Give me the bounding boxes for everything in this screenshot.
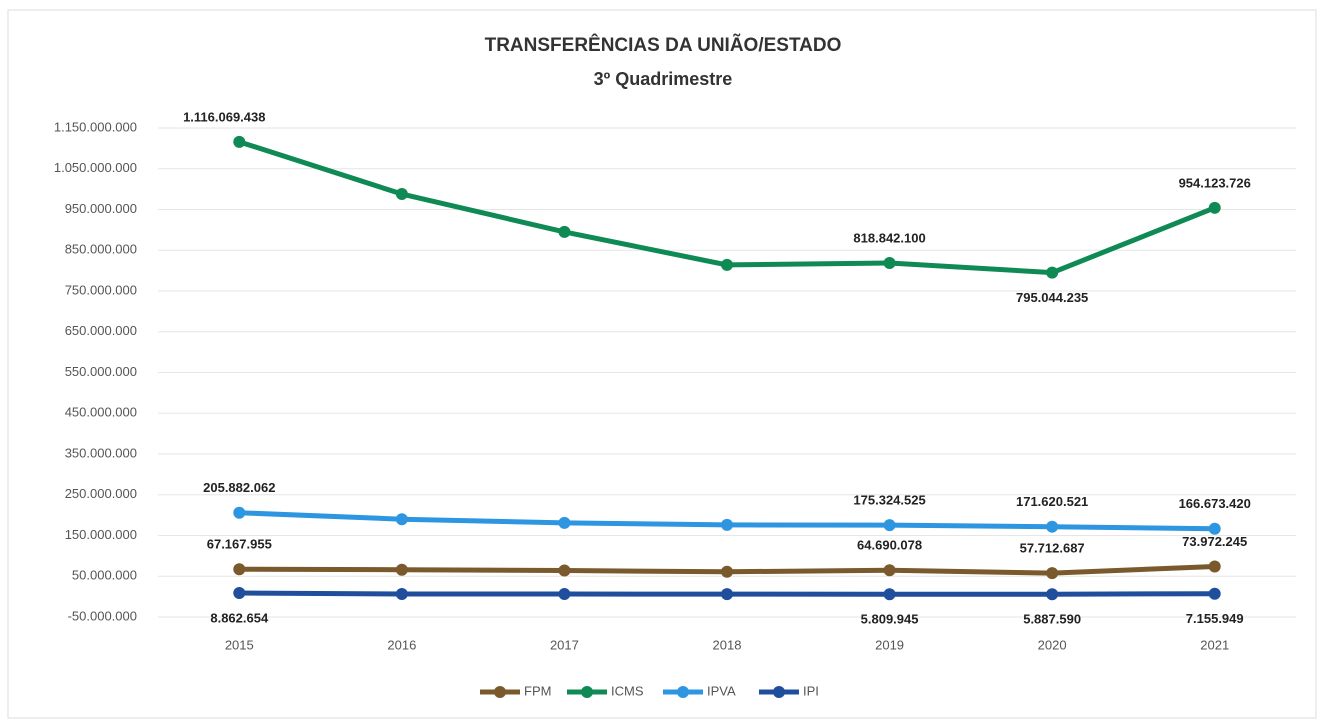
point — [883, 588, 896, 601]
point — [395, 513, 408, 526]
point — [558, 225, 571, 238]
value-label: 1.116.069.438 — [183, 109, 265, 124]
point — [395, 587, 408, 600]
y-tick-label: 150.000.000 — [65, 527, 137, 542]
y-tick-label: 550.000.000 — [65, 364, 137, 379]
value-label: 175.324.525 — [853, 493, 925, 508]
point — [883, 519, 896, 532]
x-tick-label: 2019 — [875, 637, 904, 652]
y-tick-label: 650.000.000 — [65, 323, 137, 338]
point — [721, 565, 733, 578]
point — [558, 588, 571, 601]
value-label: 7.155.949 — [1186, 611, 1244, 626]
value-label: 5.887.590 — [1023, 612, 1081, 627]
y-tick-label: 450.000.000 — [65, 405, 137, 420]
point — [1208, 522, 1221, 535]
point — [1046, 588, 1059, 601]
value-label: 818.842.100 — [853, 230, 925, 245]
chart-title: TRANSFERÊNCIAS DA UNIÃO/ESTADO — [485, 34, 842, 56]
point — [1046, 567, 1059, 580]
x-tick-label: 2021 — [1200, 637, 1229, 652]
legend-marker — [677, 686, 689, 698]
y-tick-label: -50.000.000 — [68, 608, 137, 623]
value-label: 5.809.945 — [861, 612, 919, 627]
point — [1208, 587, 1221, 600]
x-tick-label: 2017 — [550, 637, 579, 652]
x-tick-label: 2020 — [1038, 637, 1067, 652]
point — [233, 506, 246, 519]
point — [721, 588, 733, 601]
point — [883, 564, 896, 577]
point — [233, 587, 246, 600]
legend-label: ICMS — [611, 683, 644, 698]
y-tick-label: 950.000.000 — [65, 201, 137, 216]
legend-marker — [581, 686, 593, 698]
x-tick-label: 2015 — [225, 637, 254, 652]
x-tick-label: 2018 — [713, 637, 742, 652]
point — [1208, 201, 1221, 214]
point — [1046, 520, 1059, 533]
point — [233, 563, 246, 576]
point — [883, 256, 896, 269]
value-label: 795.044.235 — [1016, 290, 1088, 305]
y-tick-label: 750.000.000 — [65, 282, 137, 297]
value-label: 67.167.955 — [207, 537, 272, 552]
point — [233, 135, 246, 148]
point — [1208, 560, 1221, 573]
point — [558, 516, 571, 529]
value-label: 954.123.726 — [1179, 175, 1251, 190]
point — [1046, 266, 1059, 279]
point — [558, 564, 571, 577]
value-label: 57.712.687 — [1020, 541, 1085, 556]
y-tick-label: 1.150.000.000 — [54, 119, 137, 134]
y-tick-label: 250.000.000 — [65, 486, 137, 501]
legend-label: IPVA — [707, 683, 736, 698]
legend-label: FPM — [524, 683, 551, 698]
point — [721, 258, 733, 271]
legend-label: IPI — [803, 683, 819, 698]
value-label: 73.972.245 — [1182, 534, 1247, 549]
legend-marker — [494, 686, 506, 698]
y-tick-label: 850.000.000 — [65, 242, 137, 257]
value-label: 166.673.420 — [1179, 496, 1251, 511]
y-tick-label: 1.050.000.000 — [54, 160, 137, 175]
x-tick-label: 2016 — [387, 637, 416, 652]
value-label: 64.690.078 — [857, 538, 922, 553]
y-tick-label: 350.000.000 — [65, 445, 137, 460]
point — [721, 518, 733, 531]
value-label: 8.862.654 — [210, 610, 269, 625]
point — [395, 563, 408, 576]
chart-subtitle: 3º Quadrimestre — [594, 69, 733, 89]
value-label: 171.620.521 — [1016, 494, 1088, 509]
point — [395, 188, 408, 201]
legend-marker — [773, 686, 785, 698]
y-tick-label: 50.000.000 — [72, 568, 137, 583]
value-label: 205.882.062 — [203, 480, 275, 495]
